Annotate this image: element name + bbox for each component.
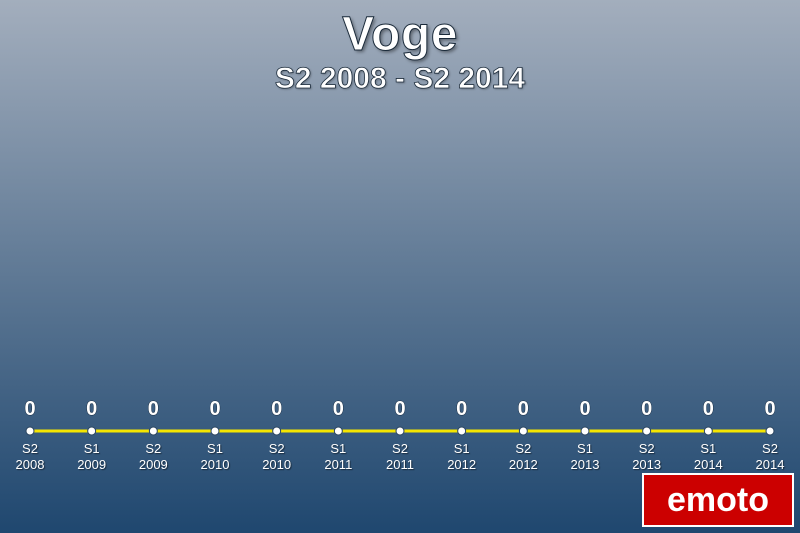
chart-value-label: 0 bbox=[579, 398, 590, 420]
emoto-logo: emoto bbox=[642, 473, 794, 527]
chart-axis-label-year: 2010 bbox=[262, 457, 291, 472]
chart-axis-label-half: S1 bbox=[84, 441, 100, 456]
chart-axis-label-half: S2 bbox=[392, 441, 408, 456]
chart-marker bbox=[273, 427, 281, 435]
chart-axis-label-half: S2 bbox=[639, 441, 655, 456]
chart-axis-label-year: 2012 bbox=[509, 457, 538, 472]
chart-axis-label-half: S2 bbox=[269, 441, 285, 456]
page-title: Voge bbox=[0, 10, 800, 60]
page-subtitle: S2 2008 - S2 2014 bbox=[0, 62, 800, 96]
chart-marker bbox=[581, 427, 589, 435]
chart-value-label: 0 bbox=[456, 398, 467, 420]
chart-marker bbox=[458, 427, 466, 435]
chart-value-label: 0 bbox=[148, 398, 159, 420]
chart-axis-label-year: 2013 bbox=[571, 457, 600, 472]
chart-marker bbox=[26, 427, 34, 435]
chart-marker bbox=[519, 427, 527, 435]
chart-axis-label-year: 2014 bbox=[756, 457, 785, 472]
chart-axis-label-year: 2013 bbox=[632, 457, 661, 472]
chart-axis-label-year: 2011 bbox=[386, 457, 414, 472]
chart-axis-label-year: 2009 bbox=[77, 457, 106, 472]
chart-axis-label-year: 2012 bbox=[447, 457, 476, 472]
chart-axis-label-half: S1 bbox=[207, 441, 223, 456]
chart-marker bbox=[643, 427, 651, 435]
chart-marker bbox=[396, 427, 404, 435]
chart-axis-label-year: 2009 bbox=[139, 457, 168, 472]
chart-axis-label-year: 2011 bbox=[324, 457, 352, 472]
chart-value-label: 0 bbox=[333, 398, 344, 420]
chart-marker bbox=[704, 427, 712, 435]
chart-axis-label-half: S1 bbox=[577, 441, 593, 456]
chart-axis-label-year: 2010 bbox=[201, 457, 230, 472]
chart-marker bbox=[211, 427, 219, 435]
chart-axis-label-half: S2 bbox=[515, 441, 531, 456]
header: Voge S2 2008 - S2 2014 bbox=[0, 10, 800, 96]
chart-marker bbox=[334, 427, 342, 435]
chart-value-label: 0 bbox=[24, 398, 35, 420]
chart-axis-label-half: S1 bbox=[454, 441, 470, 456]
chart-value-label: 0 bbox=[518, 398, 529, 420]
chart-marker bbox=[149, 427, 157, 435]
chart-value-label: 0 bbox=[209, 398, 220, 420]
chart-value-label: 0 bbox=[764, 398, 775, 420]
chart-axis-label-year: 2008 bbox=[16, 457, 45, 472]
chart-value-label: 0 bbox=[86, 398, 97, 420]
chart-axis-label-half: S2 bbox=[762, 441, 778, 456]
chart-axis-label-half: S1 bbox=[330, 441, 346, 456]
chart-value-label: 0 bbox=[641, 398, 652, 420]
chart-axis-label-half: S2 bbox=[145, 441, 161, 456]
chart-axis-label-half: S1 bbox=[700, 441, 716, 456]
logo-text: emoto bbox=[667, 483, 769, 517]
chart-marker bbox=[88, 427, 96, 435]
chart-value-label: 0 bbox=[703, 398, 714, 420]
chart-axis-label-year: 2014 bbox=[694, 457, 723, 472]
chart-marker bbox=[766, 427, 774, 435]
chart-value-label: 0 bbox=[394, 398, 405, 420]
chart-value-label: 0 bbox=[271, 398, 282, 420]
chart-axis-label-half: S2 bbox=[22, 441, 38, 456]
